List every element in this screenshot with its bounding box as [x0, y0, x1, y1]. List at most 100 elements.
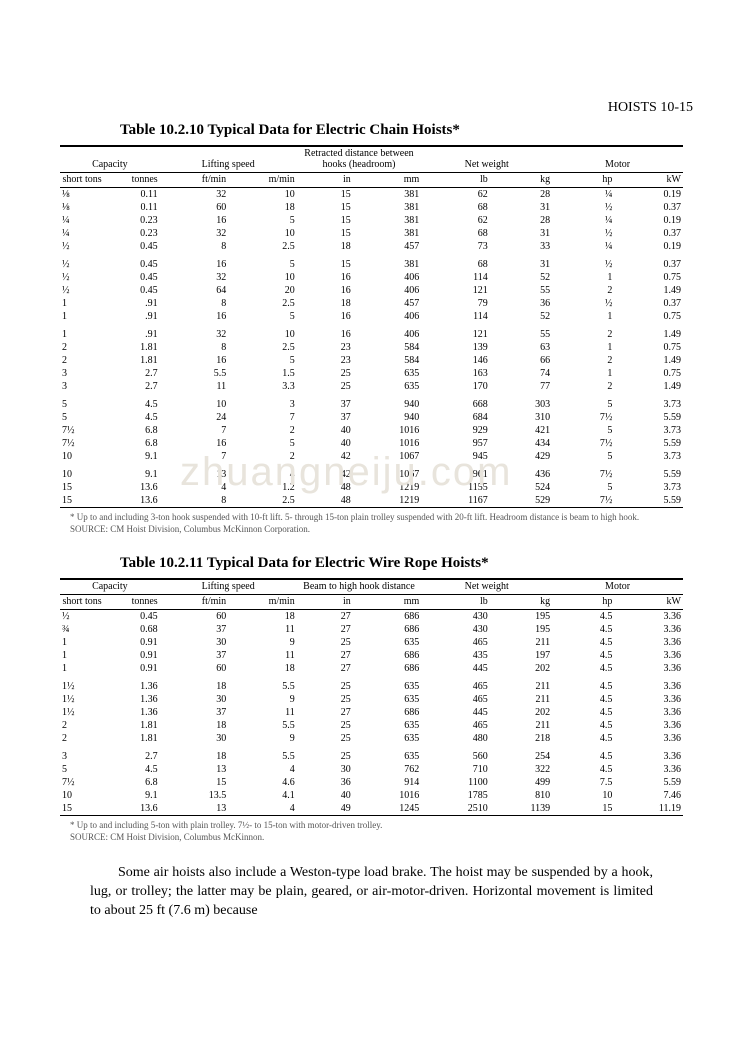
- table-cell: 1: [552, 341, 614, 354]
- table-cell: 0.19: [614, 214, 683, 227]
- table-cell: 18: [228, 610, 297, 624]
- table-cell: 4.5: [552, 649, 614, 662]
- table-cell: 0.19: [614, 240, 683, 253]
- table-cell: ¼: [60, 227, 104, 240]
- column-group-header: Net weight: [421, 579, 552, 595]
- table-cell: 37: [297, 411, 353, 424]
- column-unit-header: in: [297, 595, 353, 610]
- table-cell: 4.5: [104, 763, 160, 776]
- table-cell: 9.1: [104, 789, 160, 802]
- table-cell: 5.5: [228, 719, 297, 732]
- table-cell: 121: [421, 323, 490, 341]
- table-cell: 2.5: [228, 240, 297, 253]
- table-cell: 37: [297, 393, 353, 411]
- column-unit-header: short tons: [60, 595, 104, 610]
- table-cell: 5.59: [614, 437, 683, 450]
- table-cell: 8: [160, 341, 229, 354]
- table-cell: 3.36: [614, 719, 683, 732]
- table1-footnote: * Up to and including 3-ton hook suspend…: [70, 512, 683, 535]
- table-row: 21.8182.5235841396310.75: [60, 341, 683, 354]
- table-cell: 7½: [552, 437, 614, 450]
- table-cell: 5: [60, 411, 104, 424]
- table-row: 54.5134307627103224.53.36: [60, 763, 683, 776]
- table-cell: 5.5: [160, 367, 229, 380]
- table-cell: 0.37: [614, 227, 683, 240]
- table-cell: 0.91: [104, 649, 160, 662]
- table-row: ⅛0.113210153816228¼0.19: [60, 188, 683, 202]
- table-cell: 18: [160, 719, 229, 732]
- table-cell: 202: [490, 662, 552, 675]
- table-cell: ¼: [552, 214, 614, 227]
- table-cell: 40: [297, 437, 353, 450]
- table-row: ½0.453210164061145210.75: [60, 271, 683, 284]
- table-cell: 7½: [552, 463, 614, 481]
- table-cell: 8: [160, 494, 229, 508]
- table1: CapacityLifting speedRetracted distance …: [60, 145, 683, 508]
- table-row: 21.81165235841466621.49: [60, 354, 683, 367]
- table-cell: 2.7: [104, 367, 160, 380]
- table-cell: 406: [353, 284, 422, 297]
- table-cell: 445: [421, 662, 490, 675]
- table-cell: 4.5: [104, 411, 160, 424]
- column-group-header: Lifting speed: [160, 146, 297, 173]
- table-row: 1½1.363711276864452024.53.36: [60, 706, 683, 719]
- table-cell: 0.19: [614, 188, 683, 202]
- table-cell: 686: [353, 610, 422, 624]
- table-cell: 668: [421, 393, 490, 411]
- table-cell: 52: [490, 310, 552, 323]
- table-cell: 5: [552, 393, 614, 411]
- table-cell: 18: [228, 662, 297, 675]
- table-cell: 322: [490, 763, 552, 776]
- table-cell: 3.36: [614, 706, 683, 719]
- table-cell: 16: [160, 310, 229, 323]
- table-cell: ½: [60, 284, 104, 297]
- table-cell: 68: [421, 227, 490, 240]
- table-cell: 27: [297, 706, 353, 719]
- table-cell: 2: [552, 380, 614, 393]
- table-cell: 3.73: [614, 481, 683, 494]
- table-cell: 4.5: [104, 393, 160, 411]
- table-cell: 42: [297, 463, 353, 481]
- table-cell: 945: [421, 450, 490, 463]
- column-group-header: Capacity: [60, 146, 160, 173]
- table-cell: 32: [160, 188, 229, 202]
- table-cell: 3.36: [614, 649, 683, 662]
- table-cell: 1: [552, 367, 614, 380]
- table-cell: 635: [353, 732, 422, 745]
- table-cell: 2.5: [228, 494, 297, 508]
- table-cell: 163: [421, 367, 490, 380]
- table-cell: 3.36: [614, 675, 683, 693]
- table-cell: ½: [60, 253, 104, 271]
- table-cell: 55: [490, 284, 552, 297]
- table-cell: 7½: [552, 411, 614, 424]
- table-row: 109.113.54.14010161785810107.46: [60, 789, 683, 802]
- table-cell: 211: [490, 719, 552, 732]
- table-cell: 0.45: [104, 240, 160, 253]
- column-group-header: Lifting speed: [160, 579, 297, 595]
- table-cell: 4.5: [552, 623, 614, 636]
- table-cell: 10: [60, 450, 104, 463]
- table-cell: 4.1: [228, 789, 297, 802]
- table-cell: 3.36: [614, 610, 683, 624]
- table-cell: 2: [60, 354, 104, 367]
- table-cell: 0.45: [104, 253, 160, 271]
- table-cell: 48: [297, 481, 353, 494]
- table-cell: 31: [490, 227, 552, 240]
- table-cell: ½: [552, 227, 614, 240]
- table-cell: 63: [490, 341, 552, 354]
- table-cell: 1139: [490, 802, 552, 816]
- table-cell: 1219: [353, 494, 422, 508]
- table-cell: 2.5: [228, 297, 297, 310]
- table-cell: .91: [104, 323, 160, 341]
- table-cell: 11.19: [614, 802, 683, 816]
- table-cell: 1.49: [614, 284, 683, 297]
- table-cell: 445: [421, 706, 490, 719]
- table-cell: 5.59: [614, 494, 683, 508]
- table-cell: 7: [160, 450, 229, 463]
- table-cell: 0.11: [104, 201, 160, 214]
- table-cell: 218: [490, 732, 552, 745]
- table-cell: 5: [228, 214, 297, 227]
- table-cell: 1.5: [228, 367, 297, 380]
- table-cell: 635: [353, 367, 422, 380]
- table-cell: 15: [297, 253, 353, 271]
